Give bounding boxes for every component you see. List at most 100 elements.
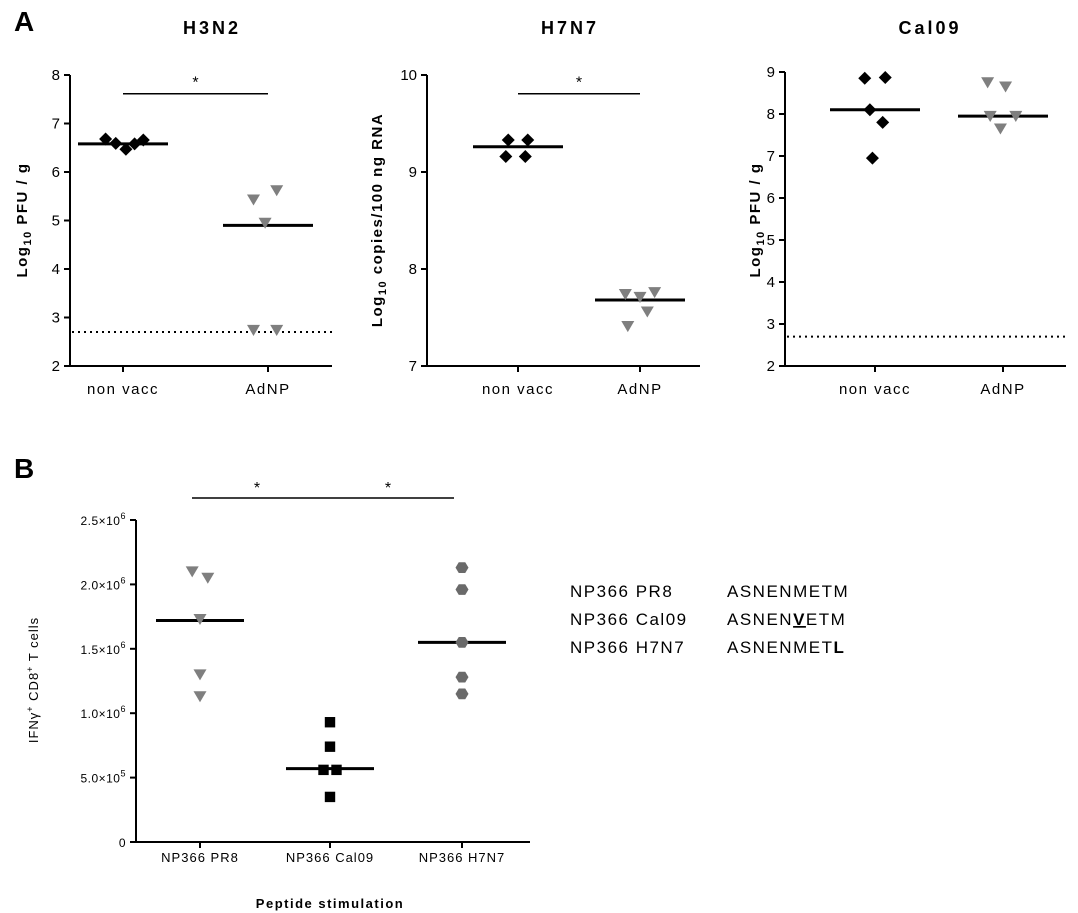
- y-tick-label: 2: [767, 358, 775, 375]
- diamond-point: [863, 103, 877, 117]
- triangle-point: [258, 217, 272, 229]
- y-tick-label: 10: [400, 67, 417, 84]
- diamond-point: [499, 149, 513, 163]
- diamond-point: [865, 151, 879, 165]
- significance-star: *: [254, 480, 260, 497]
- diamond-point: [136, 133, 150, 147]
- triangle-point: [270, 324, 284, 336]
- mutated-residue: V: [793, 610, 806, 629]
- y-axis-label: Log10 copies/100 ng RNA: [369, 113, 389, 327]
- chart-title: H7N7: [541, 18, 599, 38]
- diamond-point: [109, 136, 123, 150]
- triangle-point: [270, 185, 284, 197]
- y-tick-label: 9: [767, 64, 775, 81]
- y-tick-label: 7: [52, 116, 60, 133]
- peptide-sequences: NP366 PR8 ASNENMETM NP366 Cal09 ASNENVETM …: [570, 582, 849, 657]
- triangle-point: [185, 566, 199, 578]
- triangle-point: [633, 291, 647, 303]
- y-tick-label: 7: [767, 148, 775, 165]
- x-category-label: NP366 Cal09: [286, 850, 374, 865]
- triangle-point: [621, 321, 635, 333]
- hexagon-point: [455, 688, 469, 700]
- triangle-point: [193, 613, 207, 626]
- diamond-point: [518, 149, 532, 163]
- y-tick-label: 5: [52, 213, 60, 230]
- chart-h3n2: H3N2 Log10 PFU / g 2 3 4 5 6 7 8 non vacc AdNP *: [14, 18, 332, 398]
- hexagon-point: [455, 637, 469, 648]
- chart-h7n7: H7N7 Log10 copies/100 ng RNA 7 8 9 10 non va…: [369, 18, 700, 398]
- triangle-point: [983, 110, 997, 122]
- y-tick-label: 2.0×106: [80, 575, 126, 592]
- y-tick-label: 8: [52, 67, 60, 84]
- significance-star: *: [576, 75, 582, 92]
- square-point: [318, 764, 329, 776]
- significance-star: *: [385, 480, 391, 497]
- triangle-point: [1009, 110, 1023, 122]
- hexagon-point: [455, 584, 469, 595]
- y-tick-label: 9: [409, 164, 417, 181]
- y-axis-label: Log10 PFU / g: [14, 162, 34, 277]
- x-axis-label: Peptide stimulation: [256, 896, 404, 911]
- x-category-label: AdNP: [980, 381, 1025, 398]
- chart-panel-b: IFNγ+ CD8+ T cells Peptide stimulation 0…: [25, 480, 530, 911]
- diamond-point: [119, 142, 133, 156]
- triangle-point: [981, 77, 995, 89]
- x-category-label: AdNP: [617, 381, 662, 398]
- y-tick-label: 3: [52, 310, 60, 327]
- diamond-point: [99, 132, 113, 146]
- y-tick-label: 1.0×106: [80, 704, 126, 721]
- y-axis-label: IFNγ+ CD8+ T cells: [25, 617, 41, 743]
- chart-title: Cal09: [898, 18, 961, 38]
- triangle-point: [640, 306, 654, 318]
- x-category-label: non vacc: [839, 381, 911, 398]
- triangle-point: [618, 289, 632, 301]
- y-tick-label: 4: [52, 261, 60, 278]
- x-category-label: NP366 H7N7: [419, 850, 506, 865]
- y-tick-label: 6: [52, 164, 60, 181]
- mutated-residue: L: [833, 638, 845, 657]
- significance-star: *: [192, 75, 198, 92]
- y-axis-label: Log10 PFU / g: [747, 162, 767, 277]
- y-tick-label: 4: [767, 274, 775, 291]
- y-tick-label: 8: [409, 261, 417, 278]
- square-point: [324, 717, 336, 728]
- y-tick-label: 3: [767, 316, 775, 333]
- hexagon-point: [455, 671, 469, 683]
- diamond-point: [878, 70, 892, 84]
- y-tick-label: 2: [52, 358, 60, 375]
- triangle-point: [247, 324, 260, 336]
- triangle-point: [193, 669, 207, 681]
- sequence-row: NP366 H7N7 ASNENMETL: [570, 638, 845, 657]
- triangle-point: [201, 572, 215, 584]
- diamond-point: [521, 133, 535, 147]
- chart-cal09: Cal09 Log10 PFU / g 2 3 4 5 6 7 8 9 non vacc AdNP: [747, 18, 1066, 398]
- panel-label-a: A: [14, 6, 34, 37]
- y-tick-label: 5: [767, 232, 775, 249]
- y-tick-label: 0: [119, 836, 126, 850]
- x-category-label: AdNP: [245, 381, 290, 398]
- diamond-point: [501, 133, 515, 147]
- y-tick-label: 2.5×106: [80, 511, 126, 528]
- y-tick-label: 6: [767, 190, 775, 207]
- triangle-point: [999, 81, 1013, 93]
- triangle-point: [648, 287, 662, 299]
- triangle-point: [993, 123, 1007, 135]
- x-category-label: non vacc: [482, 381, 554, 398]
- x-category-label: non vacc: [87, 381, 159, 398]
- diamond-point: [858, 71, 872, 85]
- triangle-point: [193, 691, 207, 703]
- diamond-point: [876, 115, 890, 129]
- square-point: [331, 764, 342, 776]
- x-category-label: NP366 PR8: [161, 850, 239, 865]
- panel-label-b: B: [14, 453, 34, 484]
- square-point: [324, 791, 336, 803]
- triangle-point: [247, 194, 260, 206]
- y-tick-label: 7: [409, 358, 417, 375]
- sequence-row: NP366 Cal09 ASNENVETM: [570, 610, 846, 629]
- y-tick-label: 8: [767, 106, 775, 123]
- y-tick-label: 5.0×105: [80, 769, 126, 786]
- hexagon-point: [455, 562, 469, 574]
- sequence-row: NP366 PR8 ASNENMETM: [570, 582, 849, 601]
- chart-title: H3N2: [183, 18, 241, 38]
